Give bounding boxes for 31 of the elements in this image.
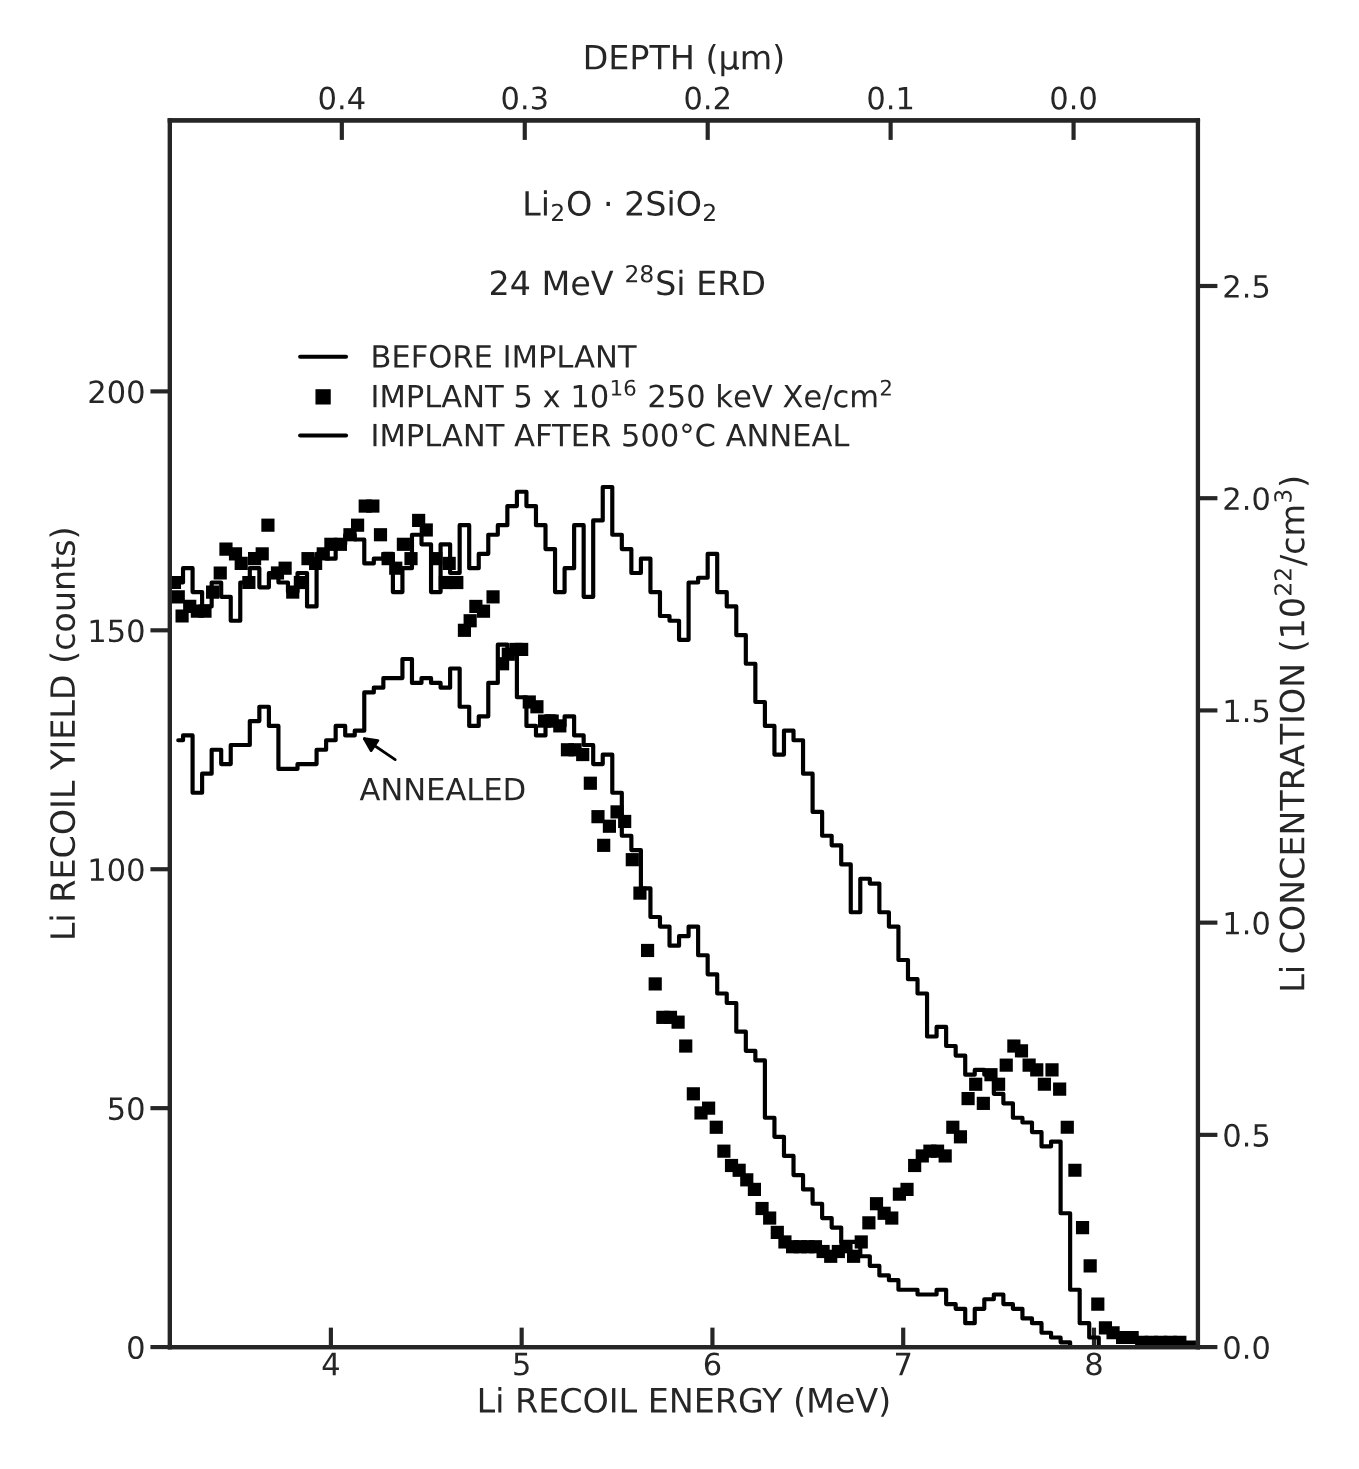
y2-tick-label: 1.0 — [1225, 911, 1269, 935]
y2-tick-label: 0.5 — [1224, 1123, 1269, 1147]
x2-tick-label: 0.3 — [502, 86, 547, 110]
annotation: 24 MeV $^{28}$Si ERD — [490, 264, 765, 296]
y2-tick-label: 2.0 — [1224, 487, 1269, 511]
y-tick-label: 200 — [89, 380, 144, 404]
x-axis-title: Li RECOIL ENERGY (MeV) — [479, 1387, 889, 1417]
x2-tick-label: 0.4 — [319, 86, 365, 110]
legend-label: BEFORE IMPLANT — [373, 344, 637, 368]
y2-tick-label: 2.5 — [1224, 274, 1269, 299]
x2-axis-title: DEPTH (μm) — [585, 44, 783, 77]
y-tick-label: 100 — [90, 858, 144, 882]
y-tick-label: 150 — [90, 619, 144, 643]
x2-tick-label: 0.0 — [1051, 86, 1096, 110]
annotation: ANNEALED — [359, 778, 525, 801]
y-tick-label: 0 — [128, 1336, 144, 1360]
y-axis-title: Li RECOIL YIELD (counts) — [49, 529, 80, 938]
y2-tick-label: 0.0 — [1224, 1336, 1269, 1360]
x-tick-label: 6 — [704, 1352, 721, 1376]
x-tick-label: 5 — [514, 1352, 529, 1376]
y2-axis-title: Li CONCENTRATION (10$^{22}$/cm$^{3}$) — [1274, 477, 1309, 990]
x-tick-label: 8 — [1086, 1352, 1102, 1376]
x-tick-label: 4 — [322, 1352, 339, 1376]
y2-tick-label: 1.5 — [1225, 699, 1269, 723]
x2-tick-label: 0.2 — [685, 86, 729, 110]
annotation: Li$_{2}$O · 2SiO$_{2}$ — [525, 190, 715, 221]
x-tick-label: 7 — [896, 1352, 911, 1376]
y-tick-label: 50 — [109, 1097, 144, 1121]
x2-tick-label: 0.1 — [868, 86, 913, 110]
legend-label: IMPLANT AFTER 500°C ANNEAL — [373, 423, 850, 447]
legend-label: IMPLANT 5 x 10$^{16}$ 250 keV Xe/cm$^{2}$ — [373, 379, 891, 411]
